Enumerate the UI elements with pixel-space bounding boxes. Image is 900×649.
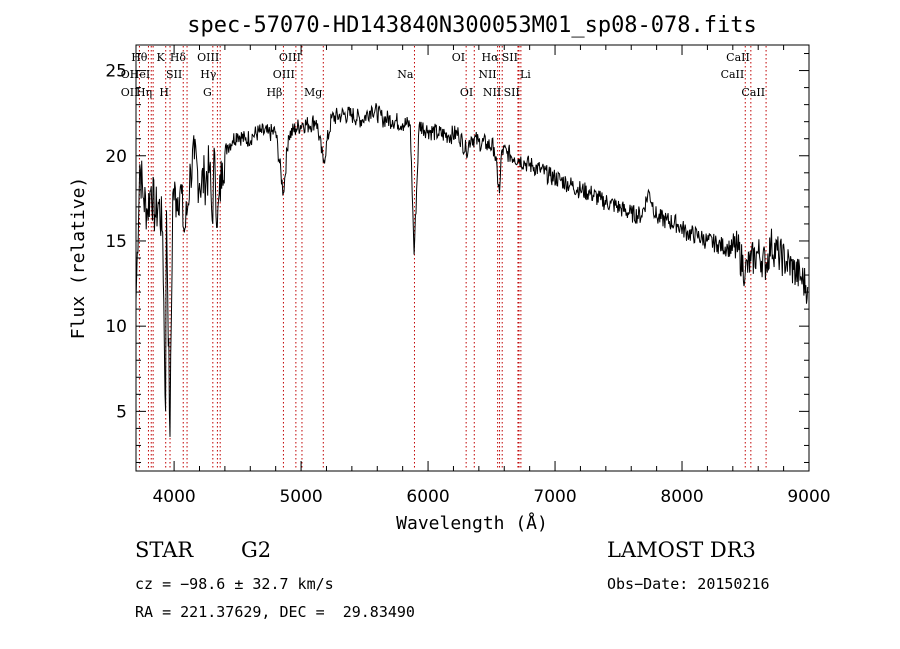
line-label: CaII xyxy=(721,68,745,81)
line-label: OI xyxy=(452,51,465,64)
line-label: CaII xyxy=(741,86,765,99)
line-label: SII xyxy=(166,68,182,81)
y-axis-label: Flux (relative) xyxy=(68,177,89,340)
axis-ticks: 4000 5000 6000 7000 8000 9000 5 10 15 20 25 xyxy=(105,45,831,507)
line-label: G xyxy=(203,86,212,99)
line-labels: OII OII Hθ HeI Hη K H SII Hδ Hγ G OIII Hβ OIII OIII Mg N… xyxy=(121,51,765,99)
obs-date: Obs−Date: 20150216 xyxy=(607,575,770,593)
redshift-value: cz = −98.6 ± 32.7 km/s xyxy=(135,575,334,593)
line-label: Hθ xyxy=(131,51,148,64)
line-label: OII xyxy=(121,68,139,81)
line-label: OIII xyxy=(273,68,295,81)
line-label: Hβ xyxy=(266,86,282,99)
line-label: OIII xyxy=(197,51,219,64)
line-label: Hη xyxy=(136,86,152,99)
line-label: OI xyxy=(460,86,473,99)
y-tick-label: 20 xyxy=(105,147,127,167)
line-label: K xyxy=(156,51,165,64)
line-label: NII xyxy=(478,68,496,81)
coordinates: RA = 221.37629, DEC = 29.83490 xyxy=(135,603,415,621)
line-label: SII xyxy=(502,51,518,64)
line-label: OIII xyxy=(279,51,301,64)
x-tick-label: 7000 xyxy=(533,487,576,507)
x-axis-label: Wavelength (Å) xyxy=(396,512,548,534)
line-label: OII xyxy=(121,86,139,99)
line-label: HeI xyxy=(130,68,150,81)
x-tick-label: 8000 xyxy=(660,487,703,507)
y-tick-label: 10 xyxy=(105,317,127,337)
line-label: H xyxy=(159,86,169,99)
line-markers xyxy=(138,46,767,470)
x-tick-label: 5000 xyxy=(279,487,322,507)
y-tick-label: 15 xyxy=(105,232,127,252)
line-label: NII xyxy=(483,86,501,99)
subclass: G2 xyxy=(241,538,272,562)
line-label: Hγ xyxy=(200,68,217,81)
line-label: SII xyxy=(504,86,520,99)
chart-title: spec-57070-HD143840N300053M01_sp08-078.f… xyxy=(187,13,757,38)
y-tick-label: 5 xyxy=(116,402,127,422)
line-label: Na xyxy=(397,68,414,81)
x-tick-label: 6000 xyxy=(406,487,449,507)
line-label: Mg xyxy=(304,86,322,99)
x-tick-label: 9000 xyxy=(787,487,830,507)
spectrum-curve xyxy=(135,103,809,437)
y-tick-label: 25 xyxy=(105,62,127,82)
line-label: Hδ xyxy=(170,51,187,64)
line-label: Li xyxy=(520,68,531,81)
x-tick-label: 4000 xyxy=(152,487,195,507)
survey-name: LAMOST DR3 xyxy=(607,538,756,562)
object-class: STAR xyxy=(135,538,194,562)
line-label: Hα xyxy=(482,51,500,64)
plot-frame xyxy=(135,44,810,472)
line-label: CaII xyxy=(726,51,750,64)
